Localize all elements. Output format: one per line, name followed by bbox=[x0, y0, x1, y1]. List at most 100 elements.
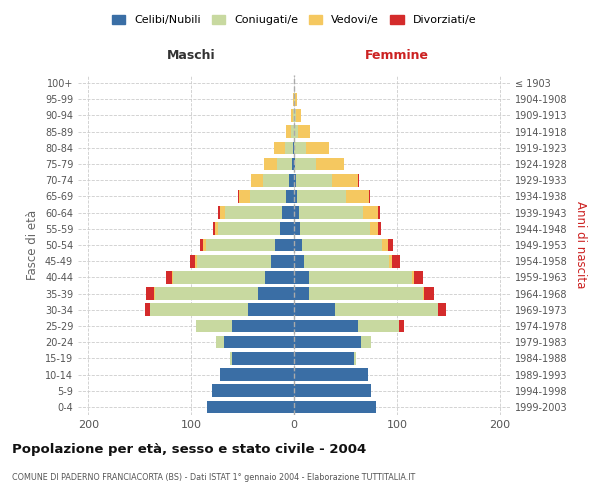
Text: Maschi: Maschi bbox=[167, 49, 215, 62]
Bar bbox=[230, 352, 232, 364]
Bar bbox=[215, 222, 218, 235]
Bar bbox=[263, 174, 289, 186]
Bar bbox=[399, 320, 404, 332]
Bar bbox=[293, 142, 294, 154]
Bar bbox=[302, 238, 382, 252]
Bar bbox=[294, 400, 376, 413]
Text: Popolazione per età, sesso e stato civile - 2004: Popolazione per età, sesso e stato civil… bbox=[12, 442, 366, 456]
Bar bbox=[389, 255, 392, 268]
Bar bbox=[251, 174, 263, 186]
Bar bbox=[335, 304, 438, 316]
Bar bbox=[298, 126, 310, 138]
Bar bbox=[203, 238, 206, 252]
Bar bbox=[358, 174, 359, 186]
Bar bbox=[422, 288, 424, 300]
Bar bbox=[388, 238, 393, 252]
Bar bbox=[264, 158, 277, 170]
Bar bbox=[392, 255, 400, 268]
Bar bbox=[220, 368, 294, 381]
Bar bbox=[353, 352, 356, 364]
Bar bbox=[294, 238, 302, 252]
Bar bbox=[248, 304, 294, 316]
Bar bbox=[216, 336, 224, 348]
Bar bbox=[218, 206, 220, 219]
Bar bbox=[294, 142, 307, 154]
Bar bbox=[271, 255, 294, 268]
Bar bbox=[358, 320, 399, 332]
Bar bbox=[213, 222, 215, 235]
Bar bbox=[415, 271, 422, 283]
Text: Femmine: Femmine bbox=[365, 49, 429, 62]
Bar bbox=[297, 190, 346, 202]
Bar bbox=[293, 109, 294, 122]
Bar bbox=[294, 271, 310, 283]
Bar bbox=[332, 174, 358, 186]
Y-axis label: Anni di nascita: Anni di nascita bbox=[574, 202, 587, 288]
Bar bbox=[294, 255, 304, 268]
Bar bbox=[239, 190, 250, 202]
Bar bbox=[294, 352, 353, 364]
Bar bbox=[232, 320, 294, 332]
Bar bbox=[294, 174, 296, 186]
Bar bbox=[200, 238, 203, 252]
Bar bbox=[206, 238, 275, 252]
Legend: Celibi/Nubili, Coniugati/e, Vedovi/e, Divorziati/e: Celibi/Nubili, Coniugati/e, Vedovi/e, Di… bbox=[107, 10, 481, 30]
Bar bbox=[150, 304, 248, 316]
Bar bbox=[277, 158, 292, 170]
Bar bbox=[265, 271, 294, 283]
Bar bbox=[166, 271, 172, 283]
Bar bbox=[294, 109, 296, 122]
Bar bbox=[286, 190, 294, 202]
Bar bbox=[294, 126, 298, 138]
Bar bbox=[294, 336, 361, 348]
Bar bbox=[286, 126, 291, 138]
Bar bbox=[294, 222, 300, 235]
Bar bbox=[304, 255, 389, 268]
Bar bbox=[250, 190, 286, 202]
Text: COMUNE DI PADERNO FRANCIACORTA (BS) - Dati ISTAT 1° gennaio 2004 - Elaborazione : COMUNE DI PADERNO FRANCIACORTA (BS) - Da… bbox=[12, 472, 415, 482]
Bar bbox=[346, 190, 369, 202]
Bar bbox=[224, 336, 294, 348]
Bar bbox=[294, 304, 335, 316]
Bar bbox=[280, 222, 294, 235]
Bar bbox=[220, 206, 225, 219]
Bar bbox=[294, 190, 297, 202]
Bar bbox=[232, 352, 294, 364]
Bar bbox=[310, 288, 422, 300]
Bar bbox=[190, 255, 195, 268]
Bar bbox=[382, 238, 388, 252]
Bar bbox=[274, 142, 285, 154]
Bar bbox=[172, 271, 173, 283]
Bar bbox=[289, 174, 294, 186]
Y-axis label: Fasce di età: Fasce di età bbox=[26, 210, 39, 280]
Bar bbox=[310, 271, 412, 283]
Bar bbox=[291, 126, 294, 138]
Bar bbox=[299, 206, 363, 219]
Bar bbox=[275, 238, 294, 252]
Bar bbox=[285, 142, 293, 154]
Bar bbox=[294, 288, 310, 300]
Bar bbox=[293, 93, 294, 106]
Bar bbox=[369, 190, 370, 202]
Bar bbox=[212, 384, 294, 397]
Bar bbox=[294, 206, 299, 219]
Bar bbox=[173, 271, 265, 283]
Bar bbox=[154, 288, 155, 300]
Bar bbox=[294, 368, 368, 381]
Bar bbox=[292, 158, 294, 170]
Bar bbox=[294, 93, 295, 106]
Bar bbox=[363, 206, 379, 219]
Bar bbox=[258, 288, 294, 300]
Bar bbox=[196, 320, 232, 332]
Bar bbox=[197, 255, 271, 268]
Bar bbox=[379, 206, 380, 219]
Bar bbox=[294, 158, 295, 170]
Bar bbox=[218, 222, 280, 235]
Bar bbox=[145, 304, 150, 316]
Bar bbox=[296, 109, 301, 122]
Bar bbox=[424, 288, 434, 300]
Bar bbox=[438, 304, 446, 316]
Bar bbox=[294, 384, 371, 397]
Bar bbox=[238, 190, 239, 202]
Bar bbox=[412, 271, 415, 283]
